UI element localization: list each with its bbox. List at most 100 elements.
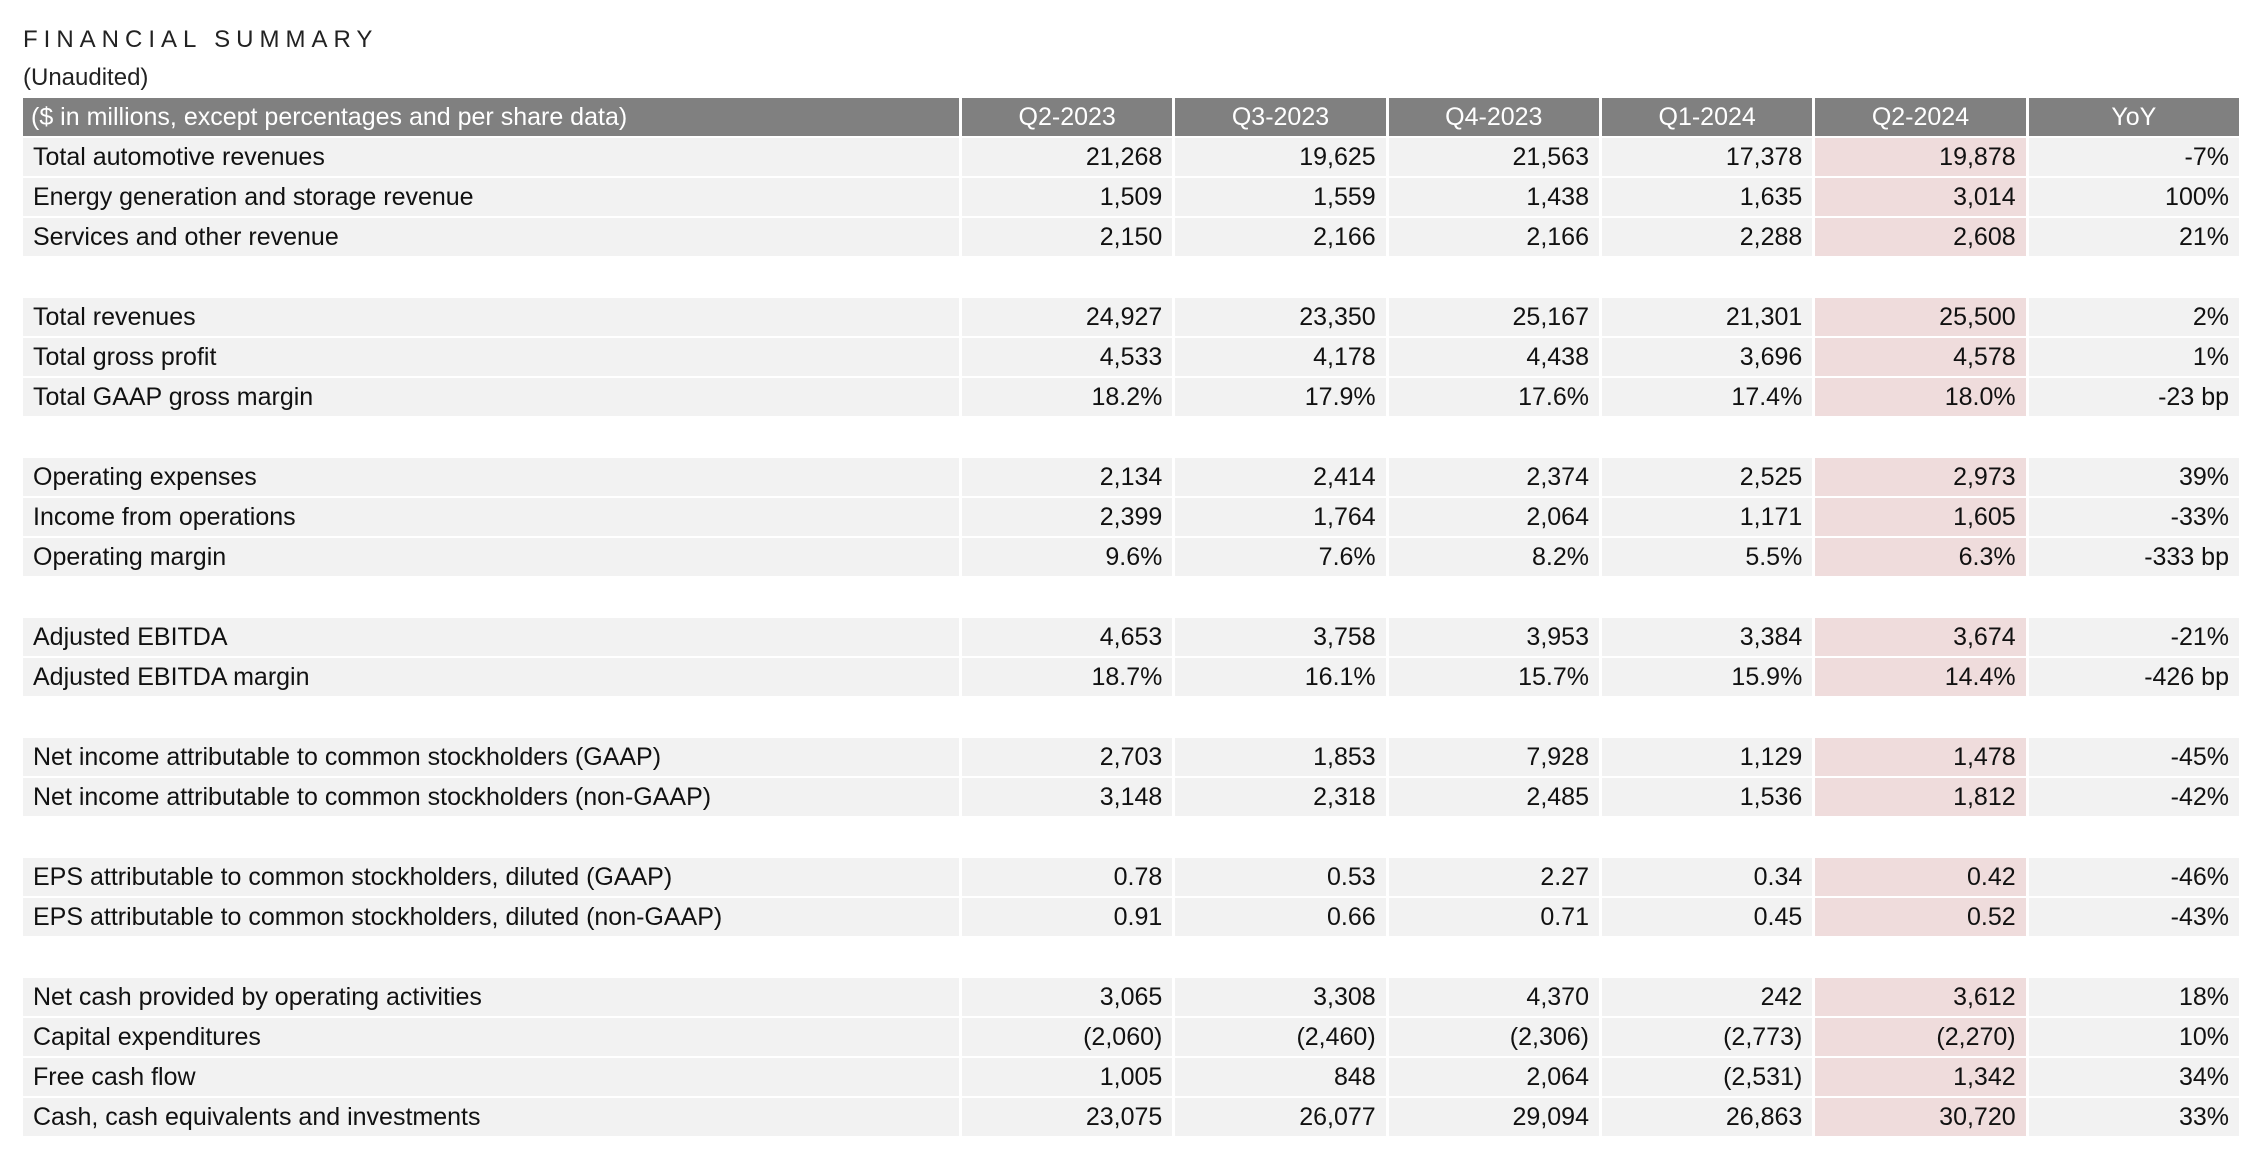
cell: 3,674	[1815, 618, 2026, 658]
cell: 21,268	[962, 138, 1173, 178]
data-row: Net cash provided by operating activitie…	[23, 978, 2239, 1018]
row-label: Total GAAP gross margin	[23, 378, 959, 418]
data-row: Energy generation and storage revenue 1,5…	[23, 178, 2239, 218]
cell: 4,653	[962, 618, 1173, 658]
row-label: Income from operations	[23, 498, 959, 538]
data-row: Free cash flow 1,005 848 2,064 (2,531) 1,342 3…	[23, 1058, 2239, 1098]
column-header: Q4-2023	[1388, 98, 1599, 138]
cell: -426 bp	[2028, 658, 2239, 698]
row-label: EPS attributable to common stockholders,…	[23, 898, 959, 938]
cell: 26,863	[1601, 1098, 1813, 1138]
cell: 4,370	[1388, 978, 1599, 1018]
cell: 7.6%	[1175, 538, 1386, 578]
cell: 1,478	[1815, 738, 2026, 778]
cell: 2,318	[1175, 778, 1386, 818]
data-row: EPS attributable to common stockholders,…	[23, 898, 2239, 938]
cell: 17,378	[1601, 138, 1813, 178]
cell: 16.1%	[1175, 658, 1386, 698]
row-label: EPS attributable to common stockholders,…	[23, 858, 959, 898]
table-body: Total automotive revenues 21,268 19,625 21,…	[23, 138, 2239, 1138]
cell: 5.5%	[1601, 538, 1813, 578]
cell: 3,953	[1388, 618, 1599, 658]
cell: 10%	[2028, 1018, 2239, 1058]
data-row: Total revenues 24,927 23,350 25,167 21,301 25…	[23, 298, 2239, 338]
cell: 3,696	[1601, 338, 1813, 378]
cell: 2,525	[1601, 458, 1813, 498]
cell: 6.3%	[1815, 538, 2026, 578]
cell: 29,094	[1388, 1098, 1599, 1138]
cell: 2,374	[1388, 458, 1599, 498]
cell: 4,178	[1175, 338, 1386, 378]
cell: -46%	[2028, 858, 2239, 898]
title: FINANCIAL SUMMARY	[23, 26, 379, 53]
cell: 1,005	[962, 1058, 1173, 1098]
data-row: Cash, cash equivalents and investments 23…	[23, 1098, 2239, 1138]
cell: 2.27	[1388, 858, 1599, 898]
row-label: Adjusted EBITDA	[23, 618, 959, 658]
cell: 1,812	[1815, 778, 2026, 818]
spacer	[23, 258, 2239, 298]
cell: 3,014	[1815, 178, 2026, 218]
cell: 4,578	[1815, 338, 2026, 378]
row-label: Cash, cash equivalents and investments	[23, 1098, 959, 1138]
cell: 25,500	[1815, 298, 2026, 338]
data-row: Total gross profit 4,533 4,178 4,438 3,696 4,…	[23, 338, 2239, 378]
cell: 242	[1601, 978, 1813, 1018]
spacer	[23, 698, 2239, 738]
cell: 23,075	[962, 1098, 1173, 1138]
cell: 0.52	[1815, 898, 2026, 938]
spacer	[23, 418, 2239, 458]
spacer-row	[23, 258, 2239, 298]
cell: 2,485	[1388, 778, 1599, 818]
cell: 14.4%	[1815, 658, 2026, 698]
row-label: Adjusted EBITDA margin	[23, 658, 959, 698]
cell: 33%	[2028, 1098, 2239, 1138]
data-row: Income from operations 2,399 1,764 2,064 1,1…	[23, 498, 2239, 538]
row-label: Net income attributable to common stockh…	[23, 778, 959, 818]
cell: -33%	[2028, 498, 2239, 538]
row-label: Total automotive revenues	[23, 138, 959, 178]
cell: 0.45	[1601, 898, 1813, 938]
row-label: Net income attributable to common stockh…	[23, 738, 959, 778]
cell: 17.9%	[1175, 378, 1386, 418]
cell: 0.66	[1175, 898, 1386, 938]
row-label: Services and other revenue	[23, 218, 959, 258]
row-label: Capital expenditures	[23, 1018, 959, 1058]
row-label: Free cash flow	[23, 1058, 959, 1098]
row-label: Operating expenses	[23, 458, 959, 498]
financial-table: ($ in millions, except percentages and p…	[20, 98, 2242, 1138]
subtitle: (Unaudited)	[23, 64, 149, 91]
cell: 0.53	[1175, 858, 1386, 898]
data-row: Operating expenses 2,134 2,414 2,374 2,525 2,…	[23, 458, 2239, 498]
data-row: Adjusted EBITDA margin 18.7% 16.1% 15.7% 15.…	[23, 658, 2239, 698]
cell: 8.2%	[1388, 538, 1599, 578]
row-label: Energy generation and storage revenue	[23, 178, 959, 218]
cell: 39%	[2028, 458, 2239, 498]
cell: 1,764	[1175, 498, 1386, 538]
data-row: Total automotive revenues 21,268 19,625 21,…	[23, 138, 2239, 178]
data-row: Services and other revenue 2,150 2,166 2,16…	[23, 218, 2239, 258]
cell: 21,563	[1388, 138, 1599, 178]
cell: 2,414	[1175, 458, 1386, 498]
spacer-row	[23, 578, 2239, 618]
cell: 3,065	[962, 978, 1173, 1018]
cell: 2,064	[1388, 1058, 1599, 1098]
cell: 4,438	[1388, 338, 1599, 378]
cell: 3,612	[1815, 978, 2026, 1018]
cell: 2,150	[962, 218, 1173, 258]
cell: 100%	[2028, 178, 2239, 218]
cell: 848	[1175, 1058, 1386, 1098]
data-row: Total GAAP gross margin 18.2% 17.9% 17.6% 17…	[23, 378, 2239, 418]
row-label: Operating margin	[23, 538, 959, 578]
cell: 1,605	[1815, 498, 2026, 538]
cell: 1,559	[1175, 178, 1386, 218]
cell: 23,350	[1175, 298, 1386, 338]
cell: 25,167	[1388, 298, 1599, 338]
cell: 4,533	[962, 338, 1173, 378]
cell: 3,308	[1175, 978, 1386, 1018]
cell: -42%	[2028, 778, 2239, 818]
cell: 17.4%	[1601, 378, 1813, 418]
cell: 2,399	[962, 498, 1173, 538]
spacer-row	[23, 418, 2239, 458]
